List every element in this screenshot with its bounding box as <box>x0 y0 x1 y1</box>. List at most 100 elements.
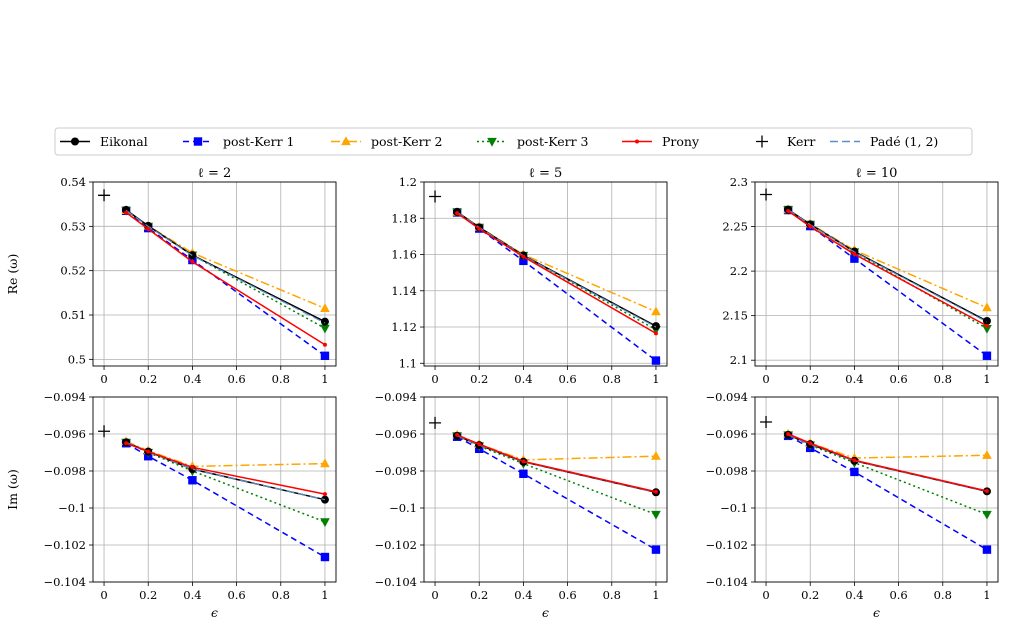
data-point-prony <box>852 458 857 463</box>
data-point-pk2 <box>982 302 992 312</box>
legend-entry-kerr: Kerr <box>756 134 815 149</box>
y-tick-label: −0.1 <box>389 501 417 515</box>
data-point-pk2 <box>982 450 992 459</box>
legend-entry-pk3: post-Kerr 3 <box>477 134 589 149</box>
y-tick-label: 1.16 <box>391 248 417 262</box>
series-line-pade <box>125 209 326 324</box>
x-tick-label: 0 <box>431 372 438 386</box>
series-line-pk2 <box>125 440 325 468</box>
series-line-pk1 <box>456 211 657 362</box>
x-tick-label: 0.8 <box>272 588 290 602</box>
x-tick-label: 0.6 <box>227 372 245 386</box>
x-axis-label: ϵ <box>873 605 880 620</box>
legend-marker-pk3 <box>487 137 497 147</box>
x-tick-label: 0 <box>431 588 438 602</box>
axes-frame <box>92 396 337 583</box>
y-tick-label: −0.1 <box>720 501 748 515</box>
series-pk3 <box>783 206 992 334</box>
data-point-prony <box>786 208 791 213</box>
data-point-eikonal <box>320 317 329 326</box>
y-tick-label: 0.52 <box>60 264 86 278</box>
y-tick-label: −0.104 <box>43 575 86 589</box>
x-tick-label: 0 <box>762 588 769 602</box>
y-tick-label: −0.098 <box>374 464 417 478</box>
series-pk3 <box>452 208 661 335</box>
legend-label-eikonal: Eikonal <box>100 134 148 149</box>
series-prony <box>455 432 658 494</box>
series-line-pk1 <box>787 435 988 551</box>
y-tick-label: −0.102 <box>43 538 86 552</box>
y-tick-label: 1.12 <box>391 320 417 334</box>
series-line-pk1 <box>456 436 657 551</box>
x-tick-label: 0.4 <box>514 588 532 602</box>
x-tick-label: 0.8 <box>934 372 952 386</box>
series-line-pade <box>456 211 657 328</box>
series-pade <box>125 209 326 324</box>
data-point-pk1 <box>519 256 528 266</box>
series-pade <box>787 434 988 492</box>
series-pk1 <box>452 432 661 554</box>
series-line-pk2 <box>787 433 987 459</box>
data-point-pk3 <box>982 324 992 334</box>
data-point-prony <box>190 465 195 470</box>
series-line-pk2 <box>787 208 988 309</box>
x-tick-label: 0.8 <box>934 588 952 602</box>
y-tick-label: −0.094 <box>374 390 417 404</box>
x-tick-label: 0.2 <box>801 372 819 386</box>
data-point-prony <box>521 254 526 259</box>
y-tick-label: 1.14 <box>391 284 417 298</box>
series-pade <box>787 209 988 323</box>
series-prony <box>455 211 658 336</box>
x-tick-label: 1 <box>321 372 328 386</box>
data-point-pk3 <box>982 510 992 520</box>
x-tick-label: 1 <box>983 588 990 602</box>
x-tick-label: 1 <box>983 372 990 386</box>
series-line-pk3 <box>456 211 657 331</box>
data-point-prony <box>322 342 327 347</box>
y-tick-label: 0.53 <box>60 219 86 233</box>
data-point-prony <box>477 226 482 231</box>
data-point-prony <box>146 226 151 231</box>
x-tick-label: 0.2 <box>470 588 488 602</box>
data-point-pk3 <box>320 518 330 528</box>
data-point-prony <box>455 211 460 216</box>
grid <box>424 396 667 583</box>
data-point-prony <box>322 492 327 497</box>
series-pk1 <box>783 431 992 554</box>
y-axis-label: Re (ω) <box>5 254 20 295</box>
series-pade <box>456 211 657 328</box>
chart-panel-5: 0 0.2 0.4 0.6 0.8 1 −0.104 −0.102 −0.1 −0.098 −0.0… <box>374 390 668 620</box>
x-tick-label: 0.8 <box>603 372 621 386</box>
data-point-pk1 <box>982 545 992 554</box>
x-tick-label: 0.2 <box>139 588 157 602</box>
x-tick-label: 1 <box>652 588 659 602</box>
axes-frame <box>754 396 999 583</box>
series-line-prony <box>456 434 657 493</box>
data-point-pk1 <box>850 467 859 477</box>
series-eikonal <box>784 430 991 496</box>
x-tick-label: 0.2 <box>470 372 488 386</box>
data-point-prony <box>124 210 129 215</box>
y-tick-label: −0.102 <box>374 538 417 552</box>
legend-label-pk2: post-Kerr 2 <box>371 134 442 149</box>
legend-marker-pk1 <box>193 137 203 146</box>
y-tick-label: −0.096 <box>705 427 748 441</box>
y-tick-label: 1.1 <box>399 356 417 370</box>
series-line-pk2 <box>456 211 657 313</box>
data-point-eikonal <box>651 322 660 331</box>
series-line-pk1 <box>125 210 326 357</box>
data-point-pk2 <box>651 306 661 316</box>
x-tick-label: 0 <box>100 372 107 386</box>
x-axis-label: ϵ <box>211 605 218 620</box>
x-tick-label: 0.4 <box>514 372 532 386</box>
x-tick-label: 0.6 <box>558 372 576 386</box>
legend-frame <box>54 127 973 156</box>
data-point-pk1 <box>320 351 330 361</box>
legend-marker-prony <box>635 139 639 144</box>
legend-entry-eikonal: Eikonal <box>60 134 148 149</box>
chart-panel-2: 0 0.2 0.4 0.6 0.8 1 1.1 1.12 1.14 1.16 1.18 1.2 ℓ = … <box>391 166 668 386</box>
series-line-pade <box>456 435 657 493</box>
y-axis-label: Im (ω) <box>5 469 20 510</box>
data-point-prony <box>477 442 482 447</box>
data-point-kerr <box>98 425 111 438</box>
